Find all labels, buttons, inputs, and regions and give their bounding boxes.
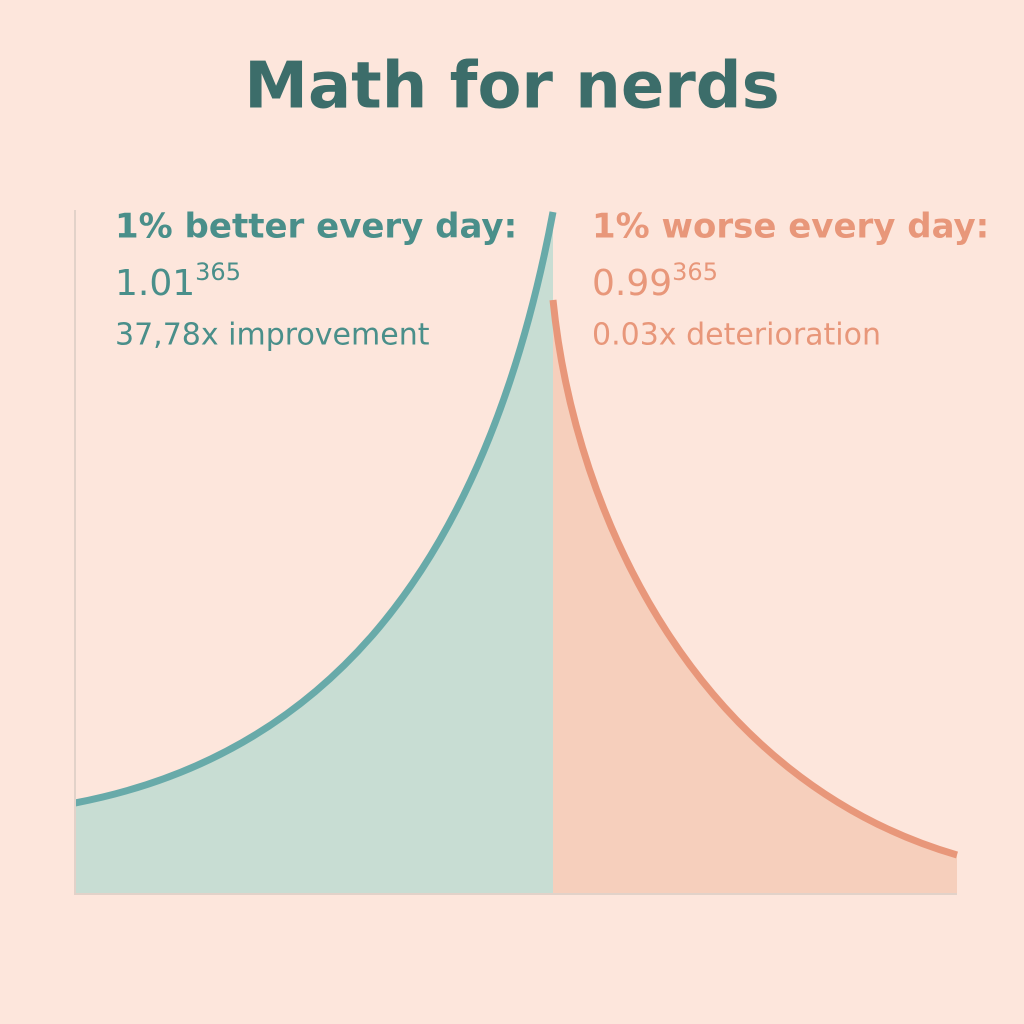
decline-area (553, 300, 957, 893)
left-result: 37,78x improvement (115, 318, 430, 353)
decline-curve (549, 299, 958, 859)
right-exponent: 365 (672, 258, 718, 286)
left-exponent: 365 (195, 258, 241, 286)
right-heading: 1% worse every day: (592, 207, 989, 247)
right-base: 0.99 (592, 263, 672, 304)
title: Math for nerds (244, 50, 779, 124)
left-formula: 1.01365 (115, 258, 241, 304)
right-formula: 0.99365 (592, 258, 718, 304)
growth-curve (74, 211, 557, 807)
right-result: 0.03x deterioration (592, 318, 881, 353)
growth-area (75, 212, 553, 893)
left-base: 1.01 (115, 263, 195, 304)
left-heading: 1% better every day: (115, 207, 517, 247)
